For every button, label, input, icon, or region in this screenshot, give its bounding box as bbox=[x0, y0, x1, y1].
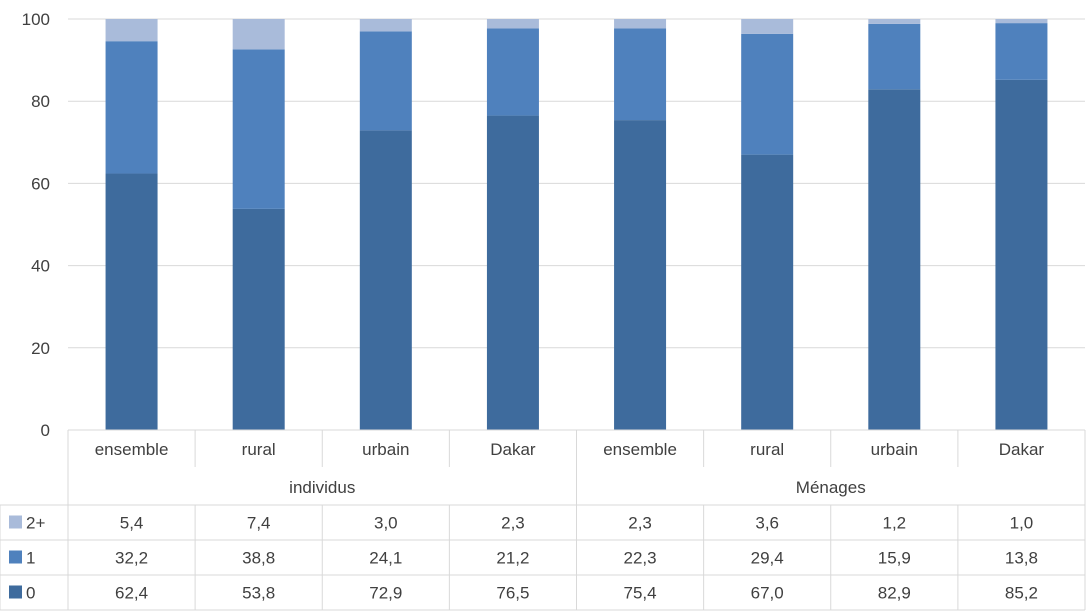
data-table-cell: 5,4 bbox=[120, 514, 144, 533]
legend-swatch bbox=[9, 515, 22, 529]
gridlines bbox=[68, 18, 1085, 349]
bar-segment bbox=[614, 28, 667, 121]
bar-segment bbox=[741, 33, 794, 155]
bar-segment bbox=[995, 23, 1048, 80]
category-label: ensemble bbox=[603, 440, 677, 459]
y-tick-label: 60 bbox=[31, 174, 50, 193]
data-table-cell: 24,1 bbox=[369, 549, 402, 568]
y-tick-label: 20 bbox=[31, 339, 50, 358]
bar-segment bbox=[232, 208, 285, 430]
legend-swatch bbox=[9, 585, 22, 599]
data-table-cell: 21,2 bbox=[496, 549, 529, 568]
data-table-cell: 2,3 bbox=[628, 514, 652, 533]
legend-label: 2+ bbox=[26, 514, 45, 533]
data-table-cell: 3,6 bbox=[755, 514, 779, 533]
y-tick-label: 100 bbox=[22, 10, 50, 29]
data-table-cell: 1,0 bbox=[1010, 514, 1034, 533]
bar-segment bbox=[486, 115, 539, 431]
y-tick-label: 80 bbox=[31, 92, 50, 111]
category-label: rural bbox=[750, 440, 784, 459]
data-table-cell: 29,4 bbox=[751, 549, 784, 568]
y-tick-label: 0 bbox=[41, 421, 50, 440]
category-label: Dakar bbox=[490, 440, 536, 459]
data-table-cell: 62,4 bbox=[115, 584, 148, 603]
bar-segment bbox=[614, 120, 667, 430]
bar-segment bbox=[868, 23, 921, 90]
category-label: ensemble bbox=[95, 440, 169, 459]
data-table-cell: 85,2 bbox=[1005, 584, 1038, 603]
bar-segment bbox=[995, 79, 1048, 430]
bar-segment bbox=[105, 19, 158, 42]
data-table-cell: 75,4 bbox=[624, 584, 657, 603]
data-table-cell: 32,2 bbox=[115, 549, 148, 568]
data-table-cell: 82,9 bbox=[878, 584, 911, 603]
data-table-cell: 67,0 bbox=[751, 584, 784, 603]
data-table-cell: 2,3 bbox=[501, 514, 525, 533]
data-table-cell: 1,2 bbox=[882, 514, 906, 533]
group-label: individus bbox=[289, 478, 355, 497]
data-table-cell: 76,5 bbox=[496, 584, 529, 603]
bar-segment bbox=[105, 173, 158, 430]
bar-segment bbox=[995, 19, 1048, 24]
bar-segment bbox=[486, 19, 539, 29]
bar-segment bbox=[741, 19, 794, 34]
bar-segment bbox=[741, 154, 794, 430]
bar-segment bbox=[359, 19, 412, 32]
bar-segment bbox=[105, 41, 158, 174]
bar-segment bbox=[868, 89, 921, 430]
y-tick-label: 40 bbox=[31, 257, 50, 276]
bar-segment bbox=[232, 19, 285, 50]
bar-segment bbox=[232, 49, 285, 209]
data-table-cell: 7,4 bbox=[247, 514, 271, 533]
category-label: Dakar bbox=[999, 440, 1045, 459]
data-table-cell: 38,8 bbox=[242, 549, 275, 568]
category-label: urbain bbox=[362, 440, 409, 459]
data-table-cell: 13,8 bbox=[1005, 549, 1038, 568]
data-table-cell: 3,0 bbox=[374, 514, 398, 533]
legend-swatch bbox=[9, 550, 22, 564]
legend-label: 0 bbox=[26, 584, 35, 603]
legend-label: 1 bbox=[26, 549, 35, 568]
data-table-cell: 15,9 bbox=[878, 549, 911, 568]
category-label: rural bbox=[242, 440, 276, 459]
data-table-cell: 72,9 bbox=[369, 584, 402, 603]
y-axis: 0 20 40 60 80 100 bbox=[22, 10, 50, 440]
group-label: Ménages bbox=[796, 478, 866, 497]
bar-segment bbox=[359, 130, 412, 431]
bar-segment bbox=[868, 19, 921, 24]
category-label: urbain bbox=[871, 440, 918, 459]
data-table-cell: 22,3 bbox=[624, 549, 657, 568]
bars bbox=[105, 19, 1048, 431]
bar-segment bbox=[486, 28, 539, 116]
data-table: ensemble rural urbain Dakar ensemble rural urb… bbox=[0, 429, 1086, 611]
bar-segment bbox=[359, 31, 412, 131]
data-table-cell: 53,8 bbox=[242, 584, 275, 603]
bar-segment bbox=[614, 19, 667, 29]
